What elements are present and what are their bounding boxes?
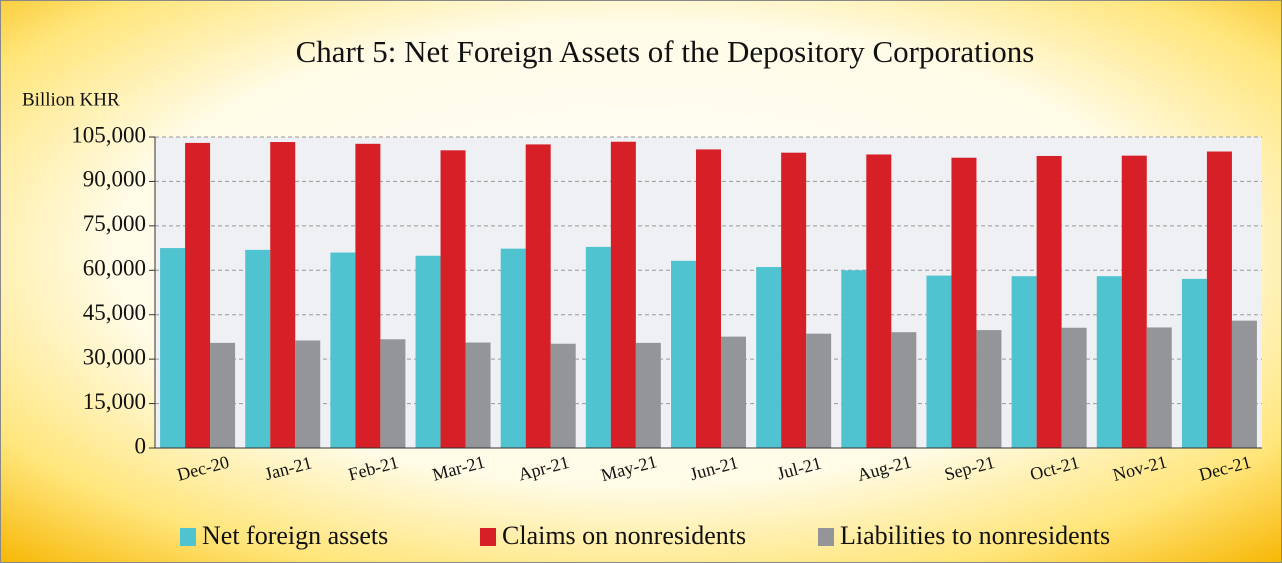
legend-label: Claims on nonresidents bbox=[502, 521, 746, 550]
bar bbox=[721, 336, 746, 448]
bar bbox=[756, 267, 782, 448]
bar bbox=[635, 342, 661, 448]
bar bbox=[440, 150, 466, 449]
bar bbox=[891, 332, 917, 448]
bar bbox=[330, 252, 356, 448]
bar bbox=[415, 255, 441, 448]
y-tick-label: 15,000 bbox=[83, 389, 146, 414]
bar bbox=[866, 154, 892, 449]
legend-swatch bbox=[180, 528, 196, 546]
y-tick-label: 0 bbox=[135, 433, 147, 458]
bar bbox=[926, 275, 952, 448]
bar bbox=[1036, 155, 1062, 449]
bar bbox=[500, 248, 526, 448]
bar bbox=[585, 246, 611, 448]
y-tick-label: 30,000 bbox=[83, 344, 146, 369]
y-tick-label: 90,000 bbox=[83, 167, 146, 192]
bar bbox=[671, 260, 696, 448]
bar bbox=[210, 342, 236, 448]
bar bbox=[270, 142, 296, 449]
bar bbox=[525, 144, 551, 448]
bar bbox=[1011, 276, 1037, 448]
bar bbox=[550, 343, 576, 448]
legend-swatch bbox=[480, 528, 496, 546]
legend-swatch bbox=[818, 528, 834, 546]
bar bbox=[185, 142, 211, 448]
bar bbox=[1061, 327, 1087, 448]
bar bbox=[1231, 320, 1257, 448]
chart-title: Chart 5: Net Foreign Assets of the Depos… bbox=[296, 34, 1035, 69]
bar bbox=[380, 339, 406, 448]
bar bbox=[1146, 327, 1172, 448]
bar bbox=[245, 249, 271, 448]
bar bbox=[1206, 151, 1232, 448]
legend-label: Liabilities to nonresidents bbox=[840, 521, 1110, 550]
bar bbox=[355, 143, 381, 448]
y-tick-label: 105,000 bbox=[71, 122, 146, 147]
bar bbox=[951, 157, 977, 448]
bar bbox=[806, 333, 832, 448]
bar bbox=[696, 149, 721, 448]
legend-label: Net foreign assets bbox=[202, 521, 388, 550]
bar bbox=[295, 340, 321, 448]
bar bbox=[1181, 278, 1207, 448]
bar bbox=[160, 248, 186, 448]
bar bbox=[781, 152, 807, 448]
bar bbox=[1096, 276, 1122, 448]
bar bbox=[976, 330, 1002, 448]
y-tick-label: 75,000 bbox=[83, 211, 146, 236]
y-tick-label: 60,000 bbox=[83, 256, 146, 281]
bar bbox=[1121, 155, 1147, 448]
y-tick-label: 45,000 bbox=[83, 300, 146, 325]
bar bbox=[841, 270, 867, 448]
bar bbox=[610, 141, 636, 448]
bar bbox=[465, 342, 491, 448]
y-axis-label: Billion KHR bbox=[22, 89, 120, 110]
